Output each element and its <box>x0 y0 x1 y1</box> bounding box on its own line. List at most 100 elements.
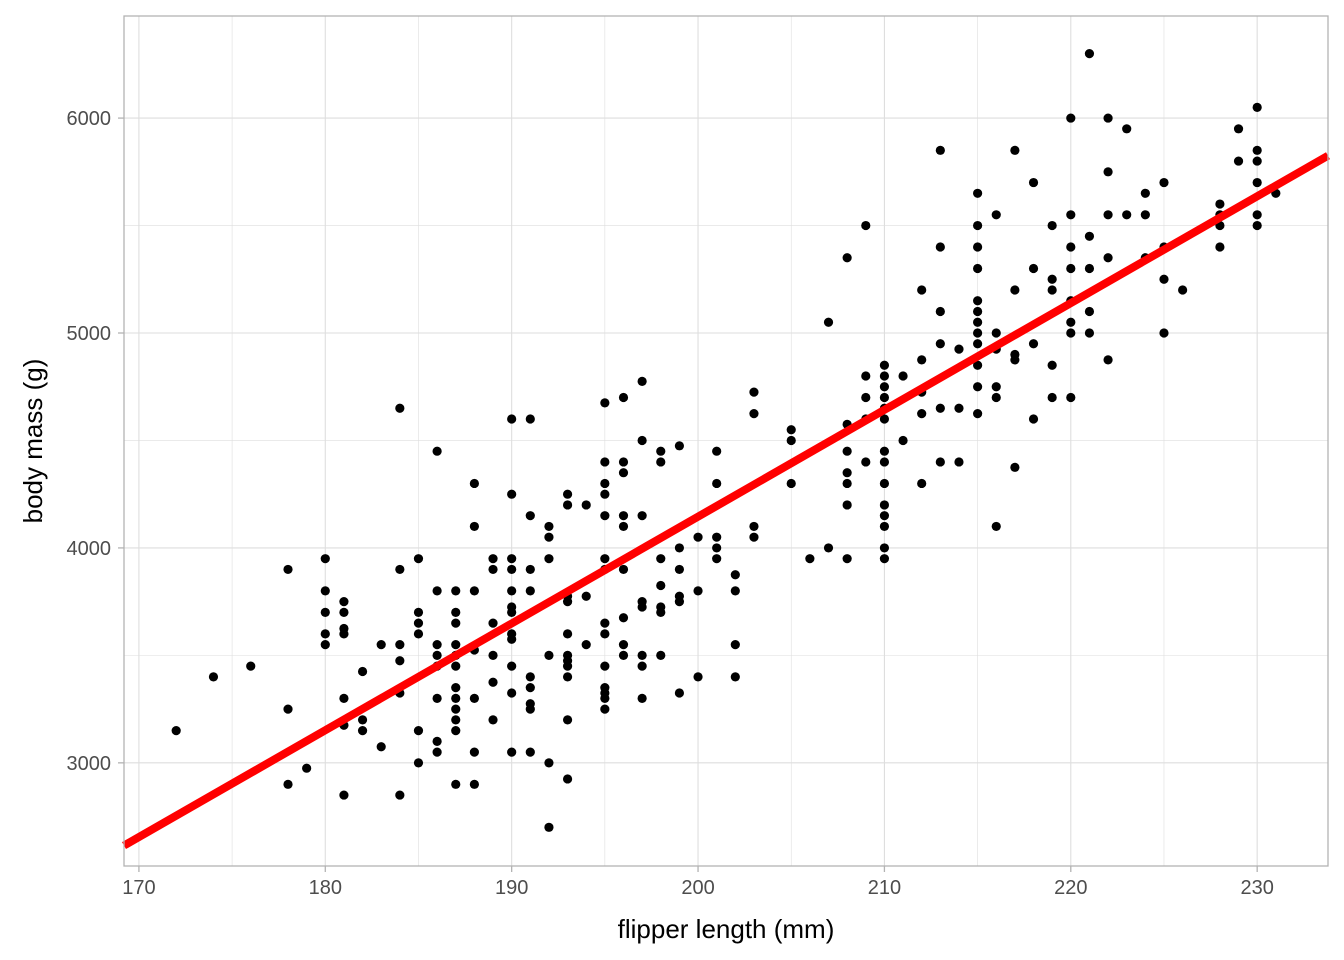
y-tick-label: 3000 <box>67 753 112 775</box>
data-point <box>674 688 685 698</box>
data-point <box>712 554 722 564</box>
y-tick-label: 5000 <box>67 323 112 345</box>
data-point <box>973 242 983 252</box>
data-point <box>674 441 685 451</box>
data-point <box>507 414 517 424</box>
data-point <box>562 500 573 510</box>
data-point <box>730 640 740 650</box>
data-point <box>1103 167 1113 177</box>
x-tick-label: 190 <box>495 877 528 899</box>
data-point <box>432 650 442 660</box>
data-point <box>749 408 759 419</box>
data-point <box>991 210 1001 220</box>
data-point <box>786 435 796 446</box>
data-point <box>395 564 405 575</box>
data-point <box>1010 285 1020 295</box>
data-point <box>357 666 368 677</box>
data-point <box>469 521 479 532</box>
data-point <box>488 715 498 725</box>
data-point <box>1047 285 1057 295</box>
data-point <box>488 618 498 628</box>
data-point <box>973 339 983 349</box>
data-point <box>451 683 461 693</box>
data-point <box>283 564 293 575</box>
data-point <box>339 693 349 703</box>
data-point <box>693 532 703 542</box>
data-point <box>1140 210 1150 220</box>
data-point <box>730 672 740 682</box>
data-point <box>618 650 629 660</box>
data-point <box>1140 188 1150 198</box>
data-point <box>562 661 573 671</box>
data-point <box>1122 124 1132 134</box>
data-point <box>786 425 796 435</box>
data-point <box>507 607 517 617</box>
regression-line <box>122 152 1330 850</box>
data-point <box>879 500 890 510</box>
data-point <box>395 640 405 650</box>
data-point <box>879 457 890 467</box>
data-point <box>1028 339 1039 349</box>
data-point <box>935 306 945 317</box>
data-point <box>973 328 983 338</box>
data-point <box>357 726 368 736</box>
data-point <box>469 747 479 757</box>
data-point <box>544 554 554 564</box>
data-point <box>693 672 703 682</box>
data-point <box>469 478 479 489</box>
data-point <box>451 779 461 789</box>
data-point <box>879 414 890 424</box>
data-point <box>451 704 461 714</box>
data-point <box>1159 177 1169 188</box>
data-point <box>656 580 666 591</box>
data-point <box>618 640 629 650</box>
data-point <box>320 586 330 596</box>
data-point <box>656 607 666 617</box>
data-point <box>935 403 945 413</box>
data-point <box>320 554 330 564</box>
data-point <box>674 564 685 575</box>
data-point <box>842 253 852 263</box>
data-point <box>973 263 983 274</box>
fit-line-layer <box>122 152 1330 850</box>
x-tick-label: 220 <box>1054 877 1087 899</box>
data-point <box>1084 328 1095 338</box>
data-point <box>1103 210 1113 220</box>
data-point <box>618 457 629 467</box>
data-point <box>1103 113 1113 123</box>
y-axis-title: body mass (g) <box>18 359 48 524</box>
data-point <box>1066 210 1076 220</box>
data-point <box>562 629 573 639</box>
data-point <box>973 188 983 198</box>
data-point <box>1066 392 1076 403</box>
data-point <box>1028 414 1039 424</box>
data-point <box>1252 177 1262 188</box>
data-point <box>451 640 461 650</box>
data-point <box>488 650 498 660</box>
data-point <box>600 478 610 489</box>
data-point <box>898 371 908 381</box>
data-point <box>991 382 1001 392</box>
data-point <box>413 554 424 564</box>
data-point <box>525 683 535 693</box>
data-point <box>507 554 517 564</box>
data-point <box>544 532 554 542</box>
data-point <box>991 521 1001 532</box>
data-point <box>246 661 256 671</box>
data-point <box>171 726 181 736</box>
data-point <box>879 478 890 489</box>
data-point <box>749 387 759 397</box>
data-point <box>451 607 461 617</box>
data-point <box>507 661 517 671</box>
data-point <box>973 408 983 419</box>
data-point <box>507 564 517 575</box>
data-point <box>488 554 498 564</box>
data-point <box>1010 462 1020 472</box>
data-point <box>618 613 629 623</box>
data-point <box>637 661 647 671</box>
data-point <box>842 446 852 456</box>
data-point <box>507 747 517 757</box>
data-point <box>1066 242 1076 252</box>
data-point <box>395 790 405 800</box>
